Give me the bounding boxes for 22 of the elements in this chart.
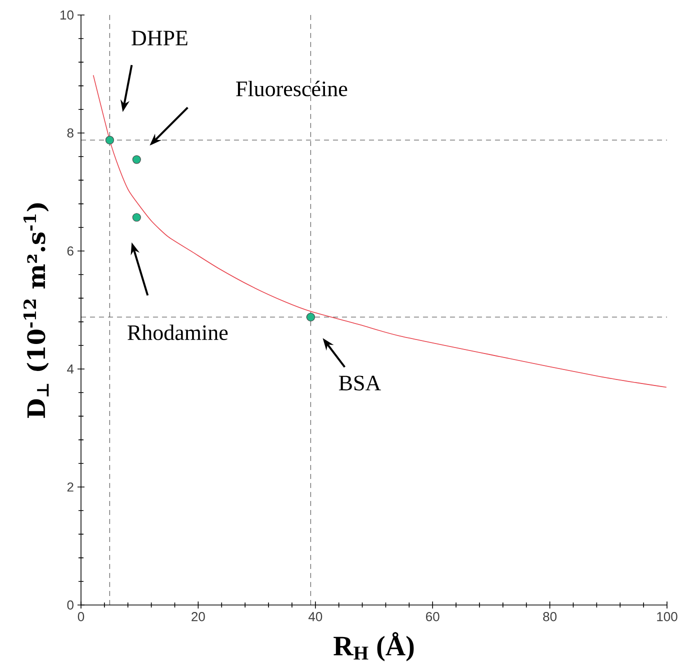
- x-tick-label: 0: [78, 612, 84, 622]
- point: [105, 136, 114, 144]
- x-tick-label: 80: [543, 612, 557, 622]
- annotation: BSA: [338, 376, 381, 390]
- point: [132, 213, 141, 222]
- point: [306, 312, 316, 322]
- y-tick-label: 10: [60, 10, 74, 20]
- y-tick-label: 2: [67, 482, 74, 492]
- y-tick-label: 4: [67, 364, 74, 374]
- x-tick-label: 60: [426, 612, 440, 622]
- annotation: Rhodamine: [128, 324, 228, 340]
- annotation: DHPE: [132, 30, 188, 46]
- y-tick-label: 0: [67, 600, 74, 610]
- x-axis-title: R$_{H}$ (Å): [334, 632, 414, 662]
- x-tick-label: 100: [657, 612, 678, 622]
- y-tick-label: 8: [67, 128, 74, 138]
- x-tick-label: 40: [308, 612, 322, 622]
- y-axis-title: D$_{⊥}$ (10$^{-12}$ m².s$^{-1}$): [23, 203, 49, 418]
- x-tick-label: 20: [192, 612, 205, 622]
- y-tick-label: 6: [67, 246, 74, 256]
- annotation: Fluorescéine: [236, 80, 348, 96]
- point: [132, 155, 141, 164]
